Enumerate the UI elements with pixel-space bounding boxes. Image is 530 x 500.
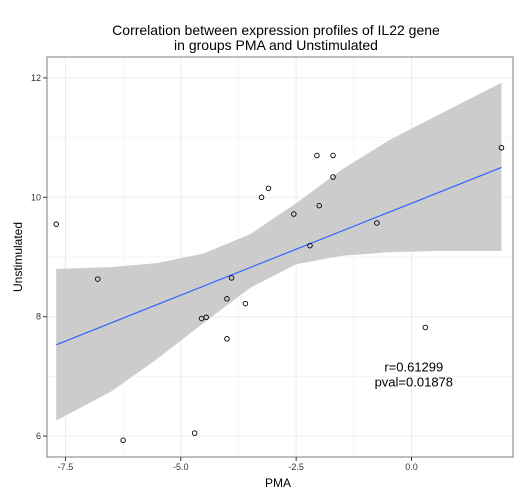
- x-tick-label: -7.5: [58, 462, 74, 472]
- x-axis-ticks: -7.5 -5.0 -2.5 0.0: [58, 457, 418, 472]
- data-point: [95, 276, 101, 282]
- chart-title-line-1: Correlation between expression profiles …: [112, 22, 440, 38]
- data-point: [191, 430, 198, 436]
- data-point: [258, 194, 265, 201]
- chart-title-line-2: in groups PMA and Unstimulated: [174, 37, 378, 53]
- data-point: [374, 220, 380, 226]
- data-point: [291, 211, 297, 217]
- correlation-annotation-pval: pval=0.01878: [375, 374, 453, 389]
- y-axis-title: Unstimulated: [11, 222, 25, 292]
- data-point: [203, 314, 209, 321]
- data-point: [228, 275, 235, 281]
- data-point: [120, 437, 126, 444]
- y-tick-label: 8: [36, 312, 41, 322]
- regression-line: [56, 166, 502, 346]
- data-point: [224, 336, 230, 342]
- data-point: [330, 174, 336, 180]
- x-tick-label: -5.0: [173, 462, 189, 472]
- data-point: [422, 324, 429, 331]
- data-point: [498, 144, 505, 151]
- correlation-annotation-r: r=0.61299: [384, 359, 443, 374]
- data-point: [224, 296, 230, 302]
- data-point: [265, 185, 272, 192]
- data-point: [316, 202, 322, 209]
- x-axis-title: PMA: [265, 476, 291, 490]
- y-tick-label: 6: [36, 431, 41, 441]
- confidence-band: [56, 82, 502, 421]
- y-tick-label: 10: [31, 192, 41, 202]
- data-points: [53, 144, 505, 444]
- x-tick-label: 0.0: [405, 462, 418, 472]
- x-tick-label: -2.5: [288, 462, 304, 472]
- y-tick-label: 12: [31, 73, 41, 83]
- data-point: [53, 221, 59, 227]
- y-axis-ticks: 6 8 10 12: [31, 73, 47, 441]
- data-point: [330, 152, 336, 159]
- plot-panel-border: [46, 56, 514, 458]
- data-point: [307, 242, 313, 249]
- data-point: [314, 152, 320, 159]
- data-point: [242, 300, 249, 307]
